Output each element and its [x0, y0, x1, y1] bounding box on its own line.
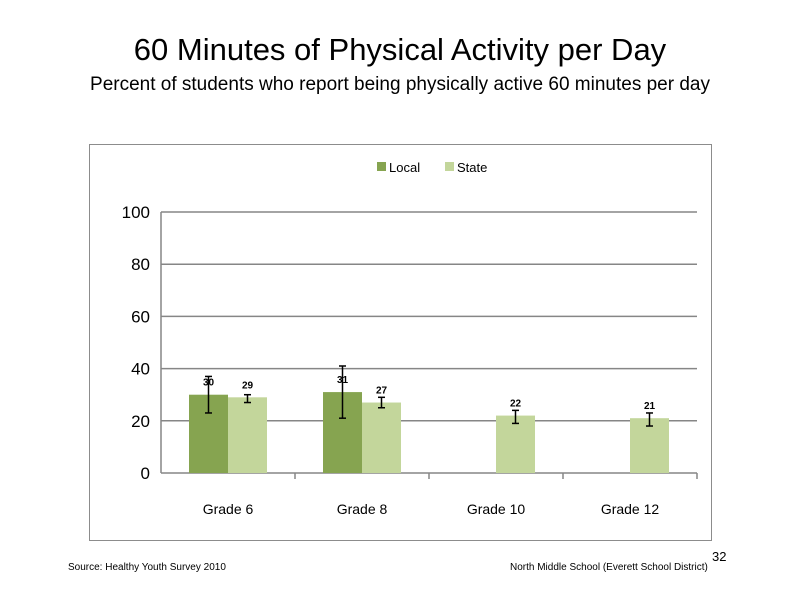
y-tick-label: 40 — [131, 360, 150, 379]
page-number: 32 — [712, 549, 727, 564]
legend-label-local: Local — [389, 160, 420, 175]
source-note: Source: Healthy Youth Survey 2010 — [68, 562, 226, 573]
chart-frame: 0 20 40 60 80 100 Grade 6 Grade 8 Grade 10 Grade … — [89, 144, 712, 541]
data-label: 21 — [644, 401, 656, 412]
bar-state — [362, 402, 401, 473]
y-tick-label: 60 — [131, 307, 150, 326]
bar-state — [496, 415, 535, 473]
data-label: 22 — [510, 399, 522, 410]
x-tick-label: Grade 12 — [601, 501, 660, 517]
x-tick-label: Grade 8 — [337, 501, 388, 517]
slide-subtitle: Percent of students who report being phy… — [90, 74, 710, 95]
data-label: 29 — [242, 380, 254, 391]
y-tick-label: 80 — [131, 255, 150, 274]
bar-chart: 0 20 40 60 80 100 Grade 6 Grade 8 Grade 10 Grade … — [122, 160, 698, 517]
x-tick-label: Grade 10 — [467, 501, 526, 517]
data-label: 31 — [337, 375, 349, 386]
bar-state — [228, 397, 267, 473]
slide-title: 60 Minutes of Physical Activity per Day — [133, 32, 667, 67]
y-tick-label: 0 — [141, 464, 150, 483]
school-note: North Middle School (Everett School Dist… — [510, 562, 708, 573]
y-tick-label: 20 — [131, 412, 150, 431]
bar-state — [630, 418, 669, 473]
data-label: 27 — [376, 386, 388, 397]
y-tick-label: 100 — [122, 203, 150, 222]
legend-label-state: State — [457, 160, 487, 175]
legend-swatch-state — [445, 162, 454, 171]
x-tick-label: Grade 6 — [203, 501, 254, 517]
data-label: 30 — [203, 378, 215, 389]
legend-swatch-local — [377, 162, 386, 171]
